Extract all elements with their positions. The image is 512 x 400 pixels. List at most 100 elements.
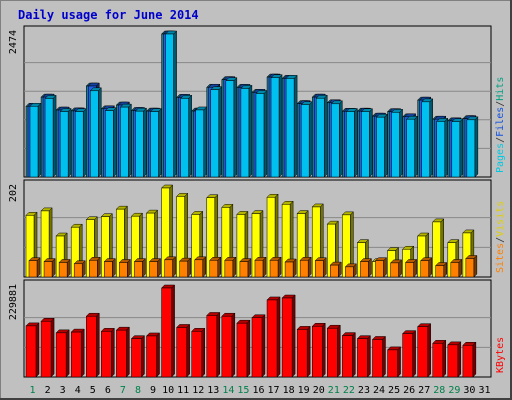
visits-bar-sites-day-9 bbox=[148, 257, 162, 278]
visits-bar-sites-day-23 bbox=[359, 257, 373, 278]
kbytes-bar-kbytes-day-17 bbox=[266, 296, 281, 378]
hits-bar-pages-day-18 bbox=[285, 74, 298, 178]
visits-bar-sites-day-18 bbox=[284, 258, 297, 278]
visits-legend-entry: Visits bbox=[495, 201, 506, 237]
hits-bar-pages-day-4 bbox=[74, 108, 87, 178]
hits-bar-pages-day-6 bbox=[104, 107, 117, 178]
hits-bar-pages-day-21 bbox=[330, 100, 343, 178]
visits-bar-visits-day-17 bbox=[266, 193, 279, 278]
x-tick-label-day-10: 10 bbox=[162, 385, 174, 396]
chart-title: Daily usage for June 2014 bbox=[18, 8, 199, 22]
kbytes-bar-kbytes-day-5 bbox=[85, 312, 100, 378]
kbytes-bar-kbytes-day-22 bbox=[341, 331, 356, 378]
x-tick-label-day-18: 18 bbox=[283, 385, 295, 396]
kbytes-bar-kbytes-day-4 bbox=[70, 328, 85, 378]
hits-bar-pages-day-13 bbox=[210, 86, 223, 178]
hits-bar-pages-day-16 bbox=[255, 89, 268, 178]
visits-bar-visits-day-10 bbox=[160, 184, 174, 278]
kbytes-bar-kbytes-day-24 bbox=[371, 335, 387, 378]
x-tick-label-day-2: 2 bbox=[45, 385, 51, 396]
visits-bar-visits-day-18 bbox=[281, 200, 294, 278]
kbytes-legend: KBytes bbox=[495, 337, 506, 373]
x-tick-label-day-4: 4 bbox=[75, 385, 81, 396]
visits-bar-sites-day-12 bbox=[194, 256, 207, 278]
visits-bar-sites-day-28 bbox=[435, 261, 448, 278]
hits-legend-entry: Hits bbox=[495, 77, 506, 101]
bars bbox=[25, 30, 479, 378]
hits-bar-pages-day-26 bbox=[406, 115, 419, 178]
kbytes-bar-kbytes-day-3 bbox=[55, 329, 70, 378]
x-tick-label-day-29: 29 bbox=[448, 385, 460, 396]
visits-bar-sites-day-30 bbox=[465, 254, 478, 278]
hits-bar-pages-day-10 bbox=[164, 30, 178, 178]
visits-bar-sites-day-8 bbox=[133, 257, 147, 278]
kbytes-bar-kbytes-day-7 bbox=[115, 326, 130, 378]
kbytes-bar-kbytes-day-15 bbox=[236, 319, 251, 378]
hits-bar-pages-day-17 bbox=[270, 74, 283, 178]
kbytes-bar-kbytes-day-25 bbox=[386, 346, 402, 378]
x-tick-label-day-31: 31 bbox=[478, 385, 490, 396]
x-tick-label-day-5: 5 bbox=[90, 385, 96, 396]
x-tick-label-day-3: 3 bbox=[60, 385, 66, 396]
hits-bar-pages-day-19 bbox=[300, 101, 313, 178]
visits-bar-sites-day-22 bbox=[344, 263, 357, 278]
hits-bar-pages-day-7 bbox=[119, 103, 132, 178]
x-tick-label-day-16: 16 bbox=[252, 385, 264, 396]
hits-bar-pages-day-23 bbox=[360, 108, 374, 178]
kbytes-bar-kbytes-day-18 bbox=[281, 294, 296, 378]
x-tick-label-day-26: 26 bbox=[403, 385, 415, 396]
x-tick-label-day-17: 17 bbox=[268, 385, 280, 396]
x-tick-label-day-15: 15 bbox=[237, 385, 249, 396]
visits-bar-sites-day-2 bbox=[43, 257, 56, 278]
visits-bar-visits-day-20 bbox=[311, 203, 324, 278]
visits-bar-sites-day-6 bbox=[103, 257, 116, 278]
labels: 2474Pages/Files/Hits202Sites/Visits22988… bbox=[8, 30, 506, 396]
x-tick-label-day-9: 9 bbox=[150, 385, 156, 396]
visits-bar-sites-day-20 bbox=[314, 257, 327, 278]
hits-bar-pages-day-28 bbox=[436, 117, 449, 178]
kbytes-bar-kbytes-day-8 bbox=[130, 335, 146, 378]
kbytes-bar-kbytes-day-30 bbox=[462, 341, 477, 378]
hits-bar-pages-day-2 bbox=[44, 94, 57, 178]
kbytes-bar-kbytes-day-20 bbox=[311, 322, 326, 378]
kbytes-bar-kbytes-day-21 bbox=[326, 324, 341, 378]
hits-legend-entry: / bbox=[495, 137, 506, 143]
x-tick-label-day-20: 20 bbox=[313, 385, 325, 396]
kbytes-legend-entry: KBytes bbox=[495, 337, 506, 373]
hits-legend-entry: / bbox=[495, 101, 506, 107]
hits-bar-pages-day-29 bbox=[451, 118, 464, 178]
x-tick-label-day-1: 1 bbox=[30, 385, 36, 396]
visits-bar-sites-day-15 bbox=[239, 257, 252, 278]
kbytes-max-label: 229881 bbox=[8, 284, 19, 320]
kbytes-bar-kbytes-day-28 bbox=[432, 339, 447, 378]
hits-bar-pages-day-25 bbox=[390, 108, 404, 178]
visits-bar-sites-day-13 bbox=[209, 256, 222, 278]
x-tick-label-day-22: 22 bbox=[343, 385, 355, 396]
hits-bar-pages-day-1 bbox=[29, 102, 42, 178]
visits-bar-sites-day-29 bbox=[450, 258, 463, 278]
visits-bar-sites-day-17 bbox=[269, 256, 282, 278]
x-tick-label-day-27: 27 bbox=[418, 385, 430, 396]
hits-bar-pages-day-12 bbox=[195, 106, 208, 178]
x-tick-label-day-7: 7 bbox=[120, 385, 126, 396]
hits-bar-pages-day-8 bbox=[134, 107, 148, 178]
visits-bar-sites-day-21 bbox=[329, 261, 342, 278]
visits-bar-sites-day-4 bbox=[73, 260, 86, 278]
visits-legend: Sites/Visits bbox=[495, 201, 506, 273]
visits-bar-visits-day-13 bbox=[206, 194, 219, 278]
hits-legend: Pages/Files/Hits bbox=[495, 77, 506, 173]
x-tick-label-day-11: 11 bbox=[177, 385, 189, 396]
kbytes-bar-kbytes-day-14 bbox=[221, 312, 236, 378]
visits-bar-sites-day-27 bbox=[420, 257, 433, 278]
visits-legend-entry: Sites bbox=[495, 243, 506, 273]
hits-bar-pages-day-22 bbox=[345, 107, 358, 178]
hits-bar-pages-day-3 bbox=[59, 107, 72, 178]
visits-bar-sites-day-1 bbox=[28, 257, 41, 278]
hits-bar-pages-day-14 bbox=[225, 77, 238, 178]
visits-bar-sites-day-3 bbox=[58, 258, 71, 278]
x-tick-label-day-8: 8 bbox=[135, 385, 141, 396]
visits-bar-sites-day-14 bbox=[224, 256, 237, 278]
kbytes-bar-kbytes-day-13 bbox=[206, 311, 221, 378]
x-tick-label-day-30: 30 bbox=[463, 385, 475, 396]
